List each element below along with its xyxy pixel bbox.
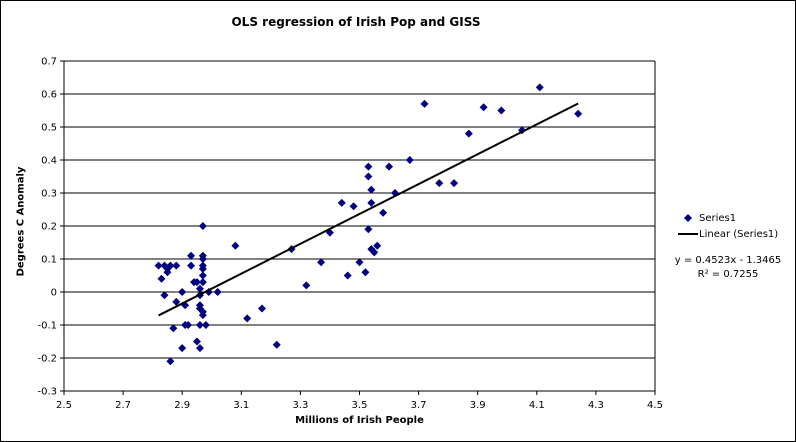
- data-point: [195, 344, 204, 353]
- r-squared-text: R² = 0.7255: [697, 269, 759, 280]
- x-axis-label: Millions of Irish People: [295, 415, 424, 426]
- data-point: [364, 225, 373, 234]
- y-tick-label: 0.6: [41, 90, 57, 101]
- data-point: [192, 278, 201, 287]
- y-tick-label: -0.2: [37, 354, 57, 365]
- data-point: [157, 274, 166, 283]
- x-tick-label: 3.1: [233, 400, 249, 411]
- legend-label: Series1: [699, 212, 737, 224]
- data-point: [435, 179, 444, 188]
- data-point: [337, 198, 346, 207]
- data-point: [364, 162, 373, 171]
- x-tick-label: 3.7: [411, 400, 427, 411]
- data-point: [198, 278, 207, 287]
- data-point: [184, 321, 193, 329]
- y-tick-label: 0.2: [41, 222, 57, 233]
- data-point: [166, 357, 175, 366]
- x-tick-label: 3.3: [292, 400, 308, 411]
- data-point: [169, 324, 178, 333]
- data-point: [192, 337, 201, 346]
- x-tick-label: 3.9: [470, 400, 486, 411]
- y-tick-label: 0.3: [41, 189, 57, 200]
- data-point: [464, 129, 473, 138]
- regression-equation: y = 0.4523x - 1.3465 R² = 0.7255: [669, 254, 787, 282]
- data-point: [213, 288, 222, 296]
- data-point: [231, 241, 240, 250]
- data-point: [361, 268, 370, 277]
- data-point: [198, 255, 207, 263]
- y-tick-label: 0.7: [41, 57, 57, 68]
- data-point: [367, 185, 376, 194]
- data-point: [385, 162, 394, 171]
- trendline: [158, 102, 579, 317]
- data-point: [198, 222, 207, 230]
- line-marker-icon: [677, 232, 699, 236]
- x-tick-label: 4.5: [647, 400, 663, 411]
- data-point: [195, 284, 204, 293]
- y-axis-label: Degrees C Anomaly: [15, 166, 27, 277]
- y-tick-label: 0.1: [41, 255, 57, 266]
- data-point: [243, 314, 252, 323]
- y-tick-label: -0.3: [37, 387, 57, 398]
- data-point: [172, 261, 181, 270]
- data-point: [187, 251, 196, 260]
- y-tick-label: 0: [51, 288, 57, 299]
- data-point: [450, 179, 459, 188]
- data-point: [497, 106, 506, 115]
- data-point: [178, 288, 187, 296]
- data-point: [195, 321, 204, 329]
- legend-item-linear: Linear (Series1): [677, 226, 778, 242]
- data-point: [187, 261, 196, 270]
- data-point: [198, 311, 207, 320]
- x-tick-label: 4.1: [529, 400, 545, 411]
- x-tick-label: 2.9: [174, 400, 190, 411]
- data-point: [373, 241, 382, 250]
- data-point: [198, 271, 207, 280]
- data-point: [178, 344, 187, 353]
- equation-text: y = 0.4523x - 1.3465: [674, 255, 782, 266]
- legend: Series1 Linear (Series1): [677, 210, 778, 242]
- data-point: [367, 198, 376, 207]
- x-tick-label: 3.5: [352, 400, 368, 411]
- data-point: [317, 258, 326, 267]
- data-point: [160, 291, 169, 300]
- data-point: [172, 297, 181, 306]
- legend-item-series1: Series1: [677, 210, 778, 226]
- data-point: [574, 109, 583, 118]
- y-tick-label: 0.5: [41, 123, 57, 134]
- data-point: [302, 281, 311, 290]
- data-point: [420, 99, 429, 108]
- data-point: [272, 340, 281, 349]
- data-point: [479, 103, 488, 112]
- data-point: [364, 172, 373, 181]
- y-tick-label: 0.4: [41, 156, 57, 167]
- legend-label: Linear (Series1): [699, 228, 779, 240]
- data-point: [198, 264, 207, 273]
- data-point: [370, 248, 379, 257]
- y-tick-label: -0.1: [37, 321, 57, 332]
- data-point: [343, 271, 352, 280]
- diamond-marker-icon: [677, 214, 699, 222]
- chart-title: OLS regression of Irish Pop and GISS: [231, 15, 481, 29]
- data-point: [349, 202, 358, 211]
- data-point: [154, 261, 163, 270]
- x-tick-label: 2.5: [56, 400, 72, 411]
- data-point: [201, 321, 210, 329]
- data-point: [405, 156, 414, 164]
- x-tick-label: 2.7: [115, 400, 131, 411]
- x-tick-label: 4.3: [588, 400, 604, 411]
- data-point: [163, 268, 172, 277]
- data-point: [379, 208, 388, 217]
- data-point: [535, 83, 544, 92]
- data-point: [257, 304, 266, 313]
- data-point: [355, 258, 364, 267]
